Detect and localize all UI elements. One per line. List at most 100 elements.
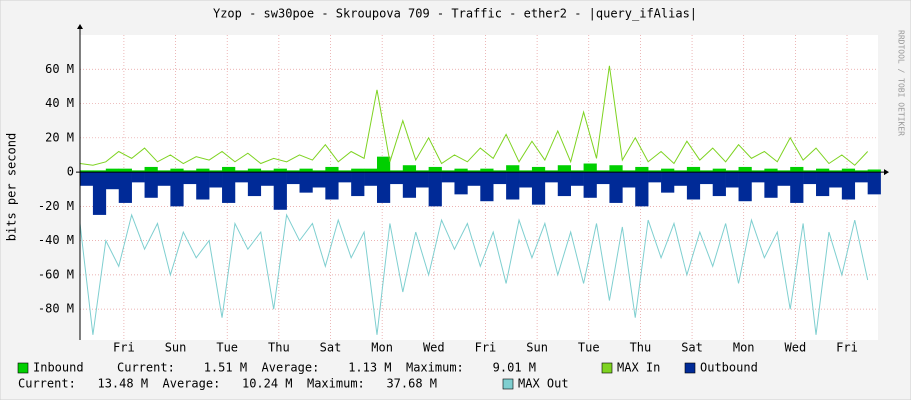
area-bar — [764, 172, 778, 198]
area-bar — [816, 172, 830, 197]
area-bar — [635, 166, 649, 173]
x-tick-label: Thu — [268, 341, 290, 355]
area-bar — [325, 172, 339, 200]
area-bar — [144, 166, 158, 173]
area-bar — [454, 172, 468, 195]
area-bar — [364, 168, 378, 173]
legend-swatch — [601, 362, 613, 374]
legend-swatch — [684, 362, 696, 374]
area-bar — [622, 170, 636, 173]
area-bar — [751, 170, 765, 173]
area-bar — [144, 172, 158, 198]
area-bar — [273, 172, 287, 210]
area-bar — [92, 172, 107, 215]
area-bar — [247, 172, 262, 197]
area-bar — [867, 172, 881, 195]
x-tick-label: Wed — [423, 341, 445, 355]
area-bar — [364, 172, 378, 186]
x-tick-label: Thu — [630, 341, 652, 355]
axis-arrow — [884, 169, 889, 176]
area-bar — [544, 172, 559, 183]
area-bar — [570, 170, 584, 173]
area-bar — [415, 172, 429, 188]
legend-stats: Current: 13.48 M Average: 10.24 M Maximu… — [18, 377, 437, 391]
x-tick-label: Fri — [836, 341, 858, 355]
area-bar — [635, 172, 649, 207]
area-bar — [389, 170, 404, 173]
area-bar — [506, 172, 520, 200]
area-bar — [260, 172, 274, 186]
area-bar — [790, 166, 804, 173]
area-bar — [183, 172, 197, 185]
area-bar — [816, 168, 830, 173]
y-tick-label: 60 M — [45, 62, 74, 76]
area-bar — [131, 170, 145, 173]
area-bar — [376, 156, 391, 173]
area-bar — [415, 170, 429, 173]
area-bar — [777, 170, 791, 173]
y-tick-label: -40 M — [38, 233, 74, 247]
area-bar — [299, 172, 313, 193]
area-bar — [105, 168, 120, 173]
area-bar — [157, 170, 171, 173]
area-bar — [338, 172, 352, 183]
area-bar — [118, 168, 132, 173]
area-bar — [92, 170, 107, 173]
area-bar — [402, 172, 417, 198]
area-bar — [441, 172, 455, 183]
legend-label: Inbound — [33, 361, 84, 375]
area-bar — [234, 170, 249, 173]
max-line — [79, 213, 869, 335]
area-bar — [273, 168, 287, 173]
area-bar — [105, 172, 120, 190]
area-bar — [157, 172, 171, 186]
area-bar — [854, 170, 868, 173]
area-bar — [648, 170, 662, 173]
area-bar — [454, 168, 468, 173]
x-tick-label: Tue — [578, 341, 600, 355]
x-tick-label: Sun — [526, 341, 548, 355]
area-bar — [80, 172, 94, 186]
area-bar — [286, 172, 300, 185]
area-bar — [583, 172, 597, 198]
area-bar — [131, 172, 145, 183]
area-bar — [531, 166, 546, 173]
area-bar — [467, 170, 481, 173]
area-bar — [867, 169, 881, 173]
y-tick-label: 20 M — [45, 130, 74, 144]
area-bar — [673, 172, 688, 186]
area-bar — [854, 172, 868, 183]
area-bar — [247, 168, 262, 173]
x-tick-label: Tue — [216, 341, 238, 355]
y-tick-label: -80 M — [38, 302, 74, 316]
area-bar — [764, 168, 778, 173]
legend-label: MAX In — [617, 361, 660, 375]
area-bar — [648, 172, 662, 183]
area-bar — [661, 168, 675, 173]
area-bar — [531, 172, 546, 205]
area-bar — [506, 165, 520, 173]
area-bar — [803, 172, 817, 185]
x-tick-label: Sat — [320, 341, 342, 355]
area-bar — [170, 172, 184, 207]
area-bar — [260, 170, 274, 173]
area-bar — [80, 170, 94, 173]
area-bar — [544, 170, 559, 173]
area-bar — [519, 170, 533, 173]
chart-title: Yzop - sw30poe - Skroupova 709 - Traffic… — [213, 7, 697, 21]
y-tick-label: 40 M — [45, 96, 74, 110]
area-bar — [712, 172, 726, 197]
area-bar — [738, 172, 752, 202]
area-bar — [557, 172, 571, 197]
area-bar — [480, 168, 494, 173]
legend-label: MAX Out — [518, 377, 569, 391]
area-bar — [493, 172, 507, 185]
area-bar — [183, 170, 197, 173]
area-bar — [596, 170, 610, 173]
area-bar — [609, 172, 623, 203]
area-bar — [712, 168, 726, 173]
legend-stats: Current: 1.51 M Average: 1.13 M Maximum:… — [117, 361, 536, 375]
x-tick-label: Mon — [733, 341, 755, 355]
y-axis-label: bits per second — [5, 133, 19, 241]
